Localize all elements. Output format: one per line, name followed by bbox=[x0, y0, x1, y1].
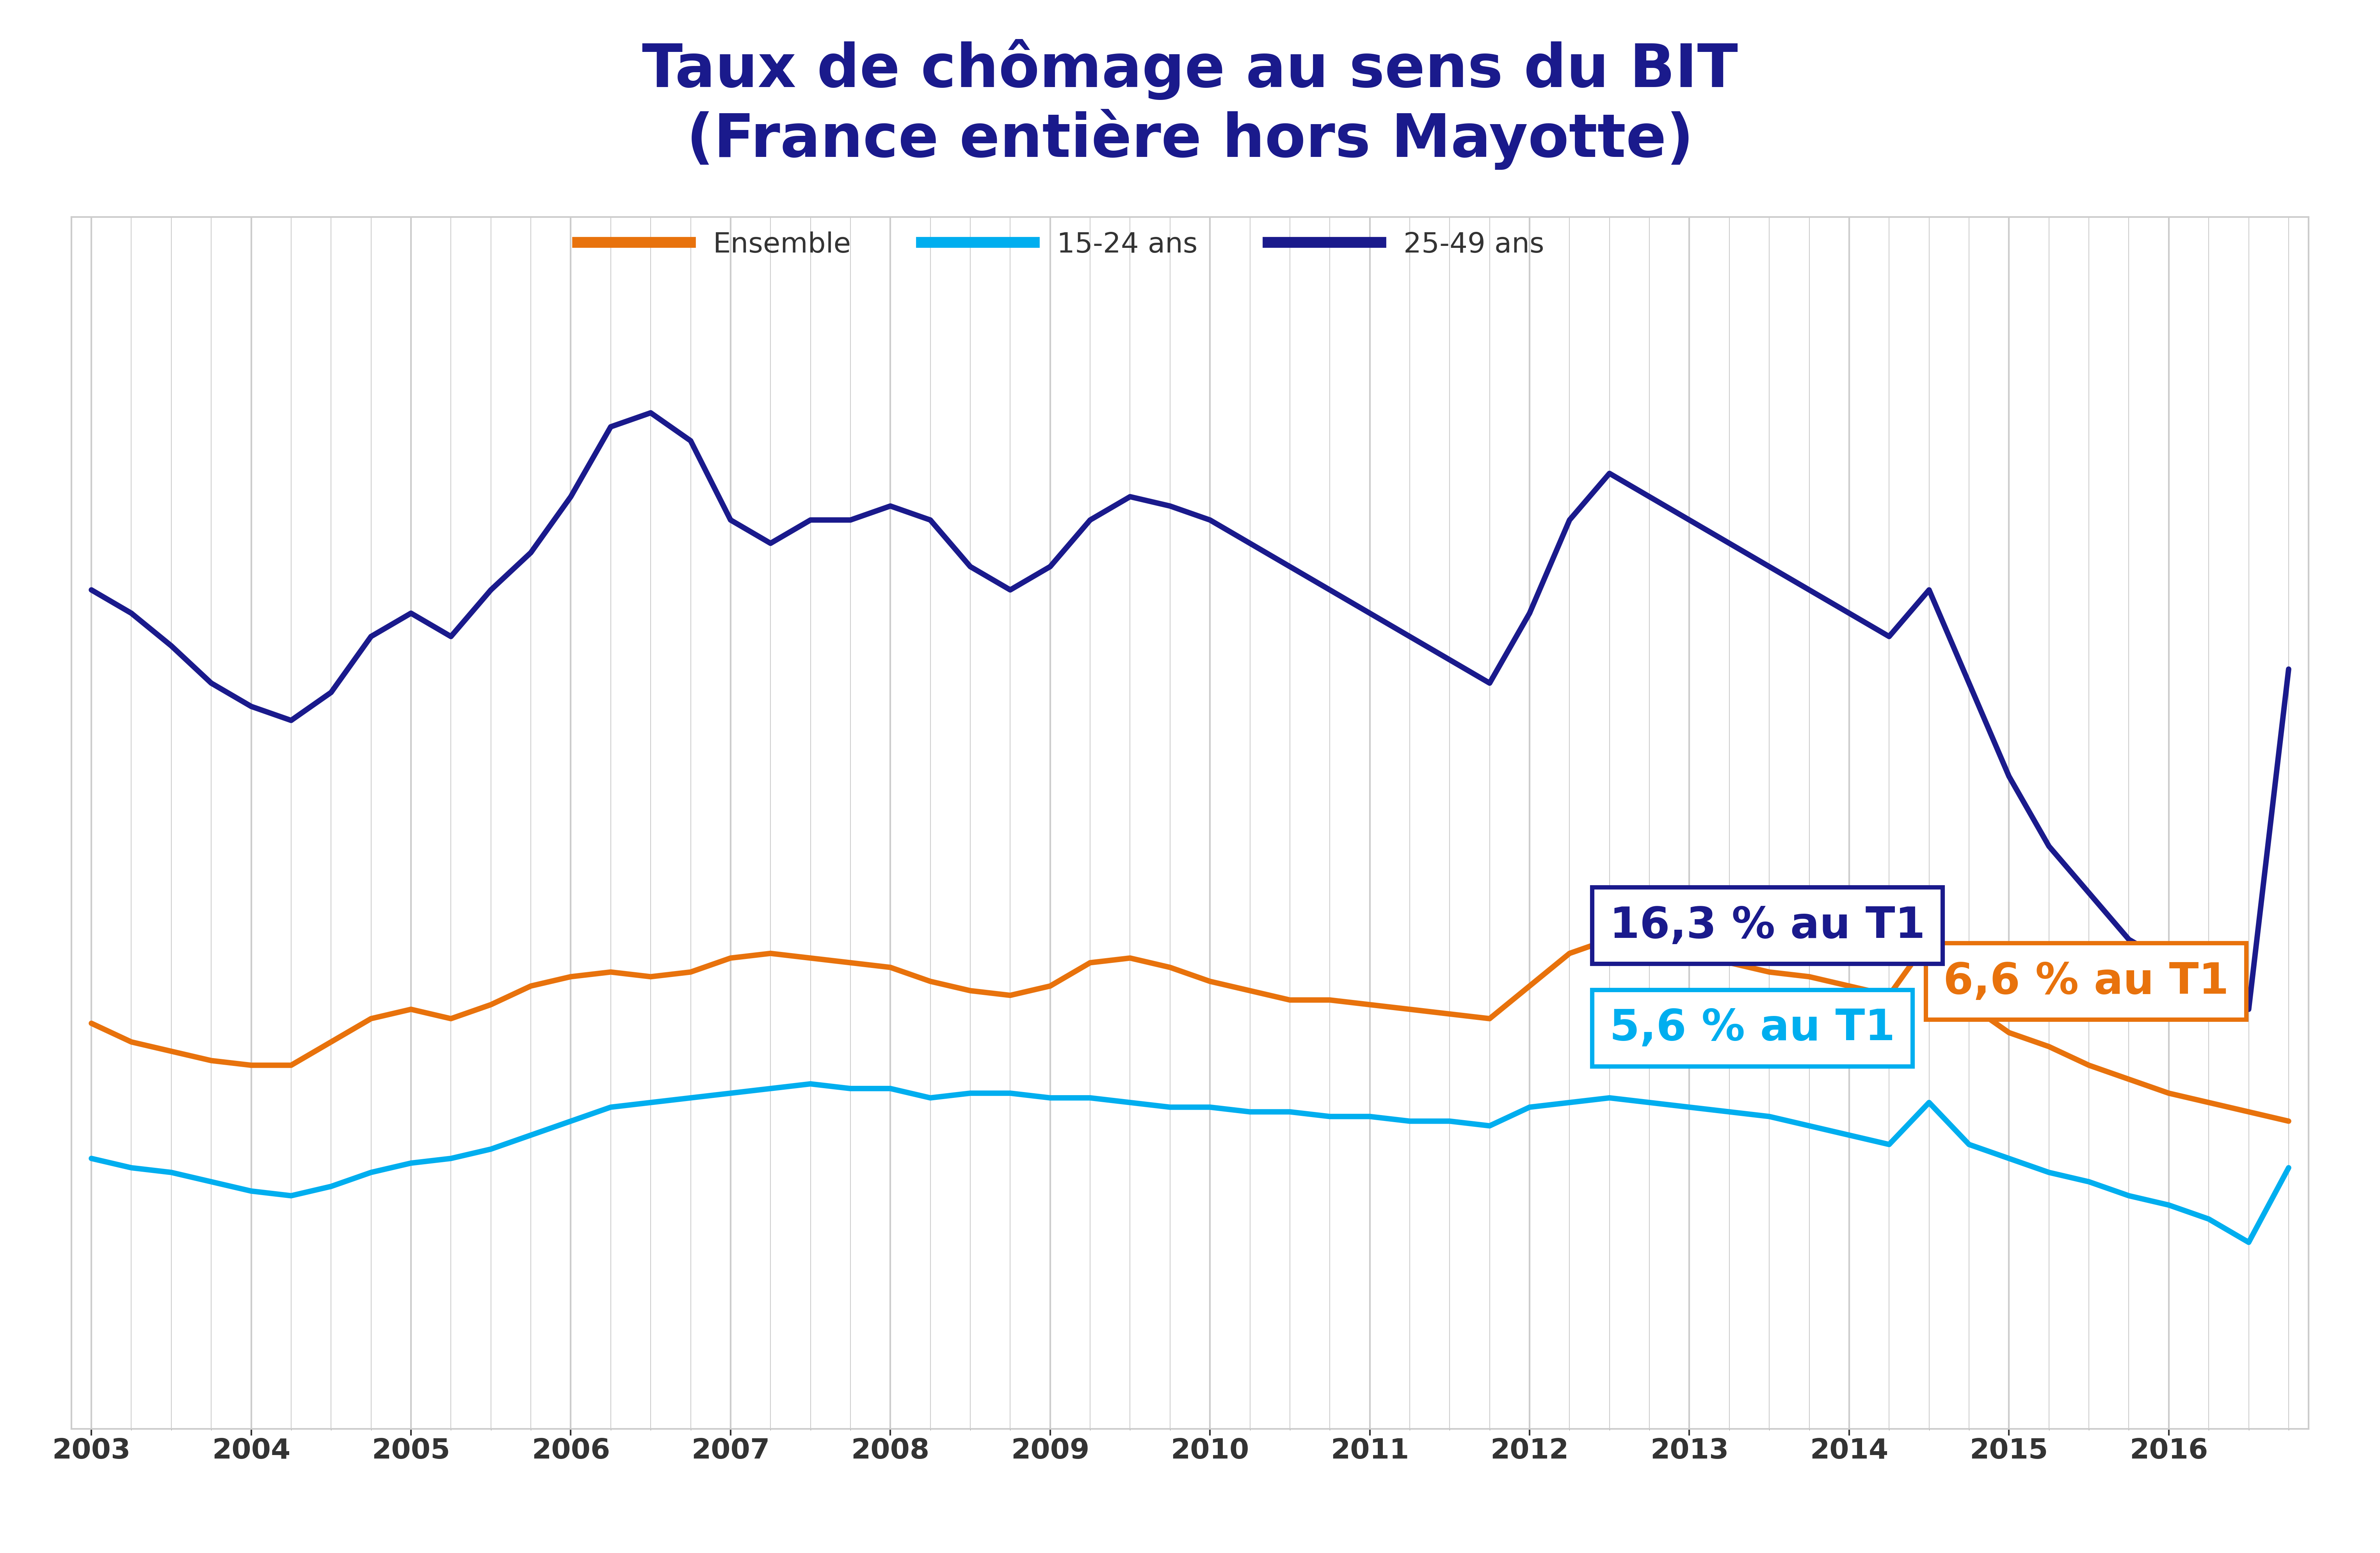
Text: 5,6 % au T1: 5,6 % au T1 bbox=[1609, 1008, 1894, 1048]
Legend: Ensemble, 15-24 ans, 25-49 ans: Ensemble, 15-24 ans, 25-49 ans bbox=[578, 231, 1545, 258]
Text: 16,3 % au T1: 16,3 % au T1 bbox=[1609, 905, 1925, 946]
Text: (France entière hors Mayotte): (France entière hors Mayotte) bbox=[685, 109, 1695, 169]
Text: Taux de chômage au sens du BIT: Taux de chômage au sens du BIT bbox=[643, 39, 1737, 99]
Text: 6,6 % au T1: 6,6 % au T1 bbox=[1942, 961, 2228, 1002]
